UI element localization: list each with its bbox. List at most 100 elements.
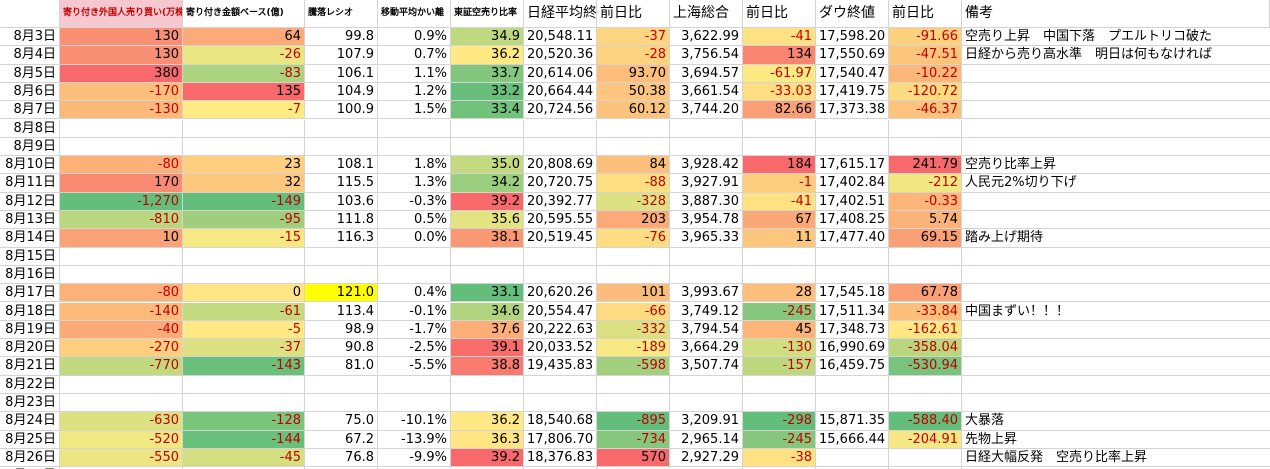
cell — [889, 467, 962, 469]
cell: 3,954.78 — [670, 211, 743, 230]
cell — [524, 137, 597, 157]
row-date: 8月24日 — [0, 412, 60, 431]
cell — [183, 394, 305, 413]
cell: 20,554.47 — [524, 302, 597, 321]
row-date: 8月20日 — [0, 339, 60, 358]
cell: -80 — [60, 156, 183, 175]
cell — [962, 120, 1270, 138]
cell: 17,402.84 — [816, 174, 889, 193]
cell — [816, 265, 889, 285]
cell: 36.2 — [451, 412, 524, 431]
cell: -45 — [183, 448, 305, 468]
cell: 3,993.67 — [670, 284, 743, 303]
cell: -588.40 — [889, 412, 962, 431]
cell: 16,459.75 — [816, 357, 889, 376]
cell: 67.2 — [305, 430, 378, 449]
cell — [962, 211, 1270, 230]
column-header: 寄り付き外国人売り買い(万株) — [60, 0, 183, 28]
cell: 1.5% — [378, 101, 451, 120]
cell — [524, 119, 597, 138]
cell: 17,402.51 — [816, 192, 889, 211]
cell: 踏み上げ期待 — [962, 229, 1270, 248]
row-date: 8月23日 — [0, 394, 60, 413]
cell: 空売り比率上昇 — [962, 156, 1270, 175]
cell: 20,664.44 — [524, 82, 597, 102]
cell — [60, 119, 183, 138]
cell: 10 — [60, 229, 183, 248]
cell — [183, 119, 305, 138]
cell: 0.5% — [378, 211, 451, 230]
cell: 11 — [743, 229, 816, 248]
cell: 17,598.20 — [816, 28, 889, 47]
cell — [524, 265, 597, 285]
cell — [816, 394, 889, 413]
row-date: 8月4日 — [0, 46, 60, 65]
cell: -76 — [597, 229, 670, 248]
row-date: 8月13日 — [0, 211, 60, 230]
row-date: 8月19日 — [0, 320, 60, 340]
cell: 184 — [743, 156, 816, 175]
cell: 20,614.06 — [524, 64, 597, 83]
cell: -26 — [183, 46, 305, 65]
cell: 0.7% — [378, 46, 451, 65]
cell — [378, 265, 451, 285]
cell: 45 — [743, 320, 816, 340]
cell — [60, 265, 183, 285]
cell: -47.51 — [889, 46, 962, 65]
cell — [60, 247, 183, 266]
cell — [962, 248, 1270, 266]
cell: 0.4% — [378, 284, 451, 303]
cell: 130 — [60, 46, 183, 65]
cell — [451, 375, 524, 394]
row-date: 8月10日 — [0, 156, 60, 175]
cell: -298 — [743, 412, 816, 431]
cell: 20,222.63 — [524, 320, 597, 340]
cell: 116.3 — [305, 229, 378, 248]
cell: 39.1 — [451, 339, 524, 358]
cell — [183, 247, 305, 266]
cell: 35.0 — [451, 156, 524, 175]
cell — [889, 448, 962, 468]
cell — [743, 265, 816, 285]
cell: 100.9 — [305, 101, 378, 120]
cell: 82.66 — [743, 101, 816, 120]
cell — [816, 137, 889, 157]
cell: 3,965.33 — [670, 229, 743, 248]
cell: 1.8% — [378, 156, 451, 175]
cell: 20,520.36 — [524, 46, 597, 65]
cell: -144 — [183, 430, 305, 449]
cell: -80 — [60, 284, 183, 303]
cell: 113.4 — [305, 302, 378, 321]
cell — [451, 119, 524, 138]
cell: 3,209.91 — [670, 412, 743, 431]
cell: 35.6 — [451, 211, 524, 230]
cell: 34.9 — [451, 28, 524, 47]
cell: 3,744.20 — [670, 101, 743, 120]
cell: -33.03 — [743, 82, 816, 102]
cell: -7 — [183, 101, 305, 120]
cell: 104.9 — [305, 82, 378, 102]
row-date: 8月9日 — [0, 137, 60, 157]
row-date: 8月12日 — [0, 192, 60, 211]
cell: 203 — [597, 211, 670, 230]
row-date: 8月21日 — [0, 357, 60, 376]
column-header: 備考 — [962, 0, 1270, 28]
cell: -0.1% — [378, 302, 451, 321]
cell: 先物上昇 — [962, 431, 1270, 449]
cell: -1 — [743, 174, 816, 193]
cell: -91.66 — [889, 28, 962, 47]
cell — [60, 467, 183, 469]
cell: -328 — [597, 192, 670, 211]
cell: 75.0 — [305, 412, 378, 431]
cell — [524, 375, 597, 394]
cell: 39.2 — [451, 448, 524, 468]
cell: 17,511.34 — [816, 302, 889, 321]
cell: 38.8 — [451, 357, 524, 376]
cell — [451, 467, 524, 469]
cell — [743, 394, 816, 413]
row-date: 8月15日 — [0, 247, 60, 266]
cell: -0.3% — [378, 192, 451, 211]
cell: -9.9% — [378, 448, 451, 468]
cell — [816, 375, 889, 394]
cell: 日経から売り高水準 明日は何もなければ — [962, 46, 1270, 65]
